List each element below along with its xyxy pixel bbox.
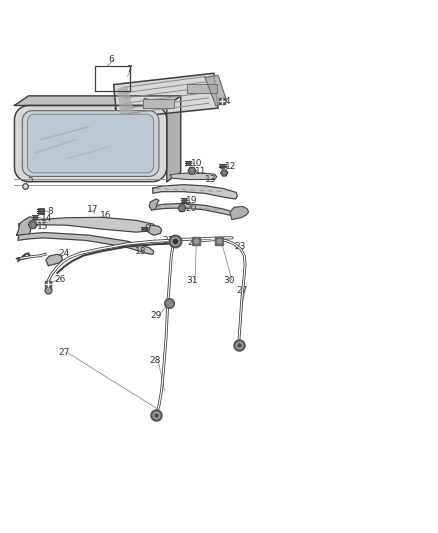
Polygon shape — [149, 199, 159, 210]
Polygon shape — [19, 217, 156, 232]
Polygon shape — [14, 106, 167, 182]
Text: 11: 11 — [194, 167, 206, 176]
Text: 3: 3 — [194, 87, 200, 96]
Text: 4: 4 — [225, 97, 230, 106]
Polygon shape — [187, 84, 217, 93]
Polygon shape — [230, 206, 249, 220]
Text: 27: 27 — [59, 348, 70, 357]
Text: 7: 7 — [126, 65, 132, 74]
Polygon shape — [28, 221, 37, 229]
Text: 27: 27 — [237, 286, 248, 295]
Text: 16: 16 — [100, 211, 112, 220]
Polygon shape — [14, 96, 181, 106]
Polygon shape — [22, 111, 159, 176]
Text: 24: 24 — [58, 249, 69, 258]
Polygon shape — [221, 170, 228, 176]
Text: 1: 1 — [113, 108, 119, 117]
Polygon shape — [118, 87, 134, 116]
Text: 15: 15 — [37, 222, 49, 231]
Polygon shape — [148, 225, 162, 235]
Text: 5: 5 — [27, 175, 32, 184]
Text: 29: 29 — [150, 311, 162, 320]
Text: 2: 2 — [142, 98, 148, 107]
Text: 18: 18 — [135, 247, 146, 256]
Text: 13: 13 — [205, 175, 216, 184]
Text: 21: 21 — [162, 236, 174, 245]
Polygon shape — [46, 254, 62, 265]
Text: 14: 14 — [41, 214, 52, 223]
Text: 10: 10 — [191, 159, 202, 168]
Text: 17: 17 — [87, 205, 99, 214]
Text: 12: 12 — [225, 162, 237, 171]
Polygon shape — [18, 232, 154, 254]
Polygon shape — [167, 96, 181, 182]
Polygon shape — [178, 205, 186, 212]
Polygon shape — [143, 99, 174, 108]
Polygon shape — [205, 76, 227, 106]
Text: 28: 28 — [149, 356, 161, 365]
Polygon shape — [114, 73, 218, 118]
Polygon shape — [153, 184, 237, 199]
Polygon shape — [17, 217, 34, 235]
Text: 6: 6 — [108, 55, 114, 64]
Text: 8: 8 — [47, 207, 53, 216]
Text: 30: 30 — [223, 276, 235, 285]
Polygon shape — [28, 114, 154, 173]
Text: 31: 31 — [186, 276, 198, 285]
Text: 20: 20 — [185, 204, 196, 213]
Text: 25: 25 — [46, 257, 58, 266]
Text: 9: 9 — [144, 224, 150, 233]
Text: 19: 19 — [186, 196, 198, 205]
Polygon shape — [153, 204, 237, 216]
Polygon shape — [170, 173, 217, 180]
Text: 26: 26 — [54, 275, 66, 284]
Text: 23: 23 — [234, 243, 246, 252]
Text: 22: 22 — [187, 238, 198, 247]
Polygon shape — [188, 167, 196, 174]
